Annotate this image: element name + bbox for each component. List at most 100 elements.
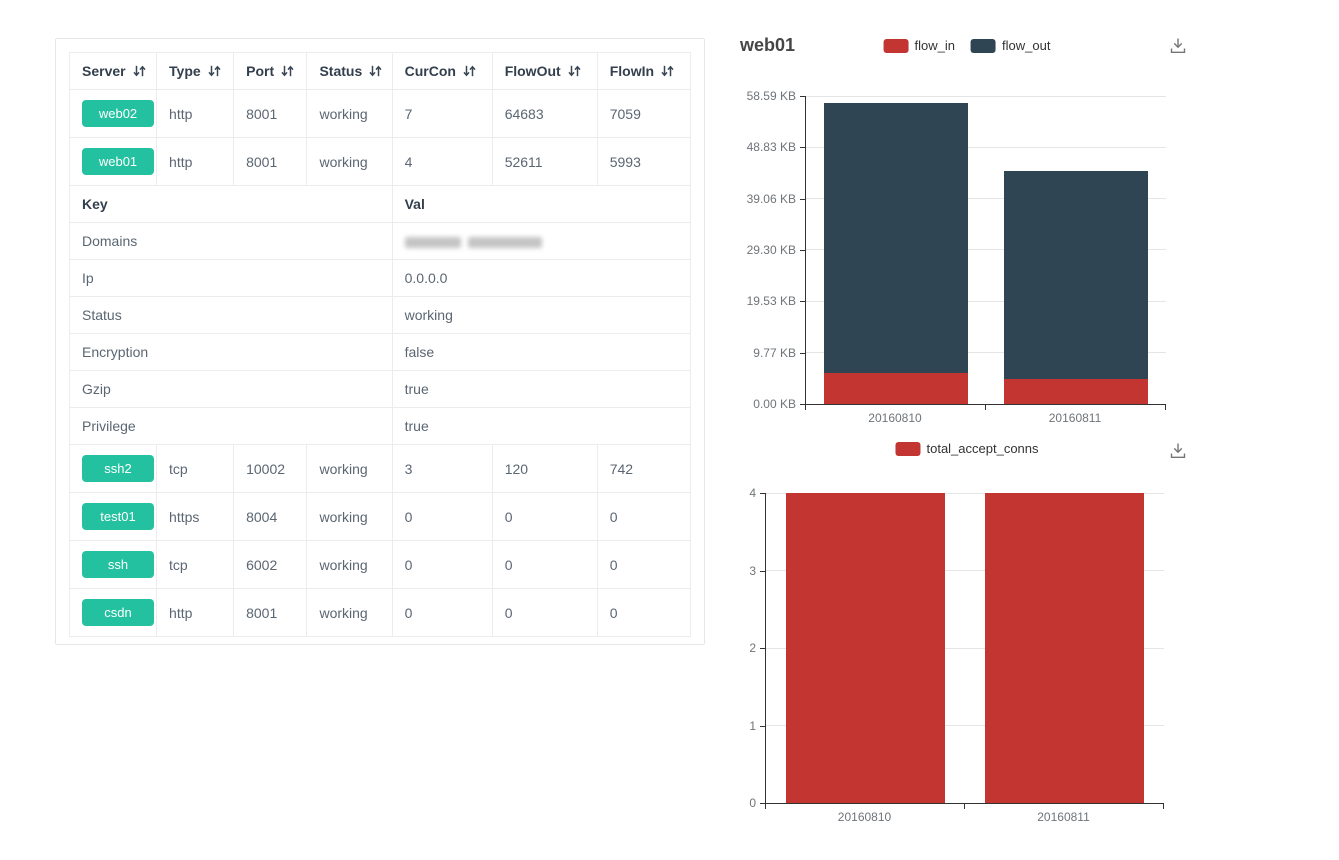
type-cell: http — [156, 137, 235, 186]
legend-swatch-flow_in — [883, 38, 909, 53]
kv-val-cell: false — [391, 333, 692, 371]
flow-chart-plot — [805, 95, 1166, 405]
y-axis-tick — [760, 493, 765, 494]
kv-row-privilege: Privilege true — [69, 407, 692, 445]
flowin-cell: 742 — [596, 444, 692, 493]
y-axis-tick — [760, 648, 765, 649]
kv-row-encryption: Encryption false — [69, 333, 692, 371]
legend-swatch-flow_out — [971, 38, 997, 53]
legend-item-flow_out[interactable]: flow_out — [971, 38, 1050, 53]
server-cell: ssh — [68, 540, 158, 589]
curcon-cell: 0 — [391, 492, 493, 541]
column-header-port[interactable]: Port — [233, 52, 308, 90]
chart-title: web01 — [740, 35, 796, 55]
column-header-type[interactable]: Type — [156, 52, 235, 90]
y-tick-label: 58.59 KB — [746, 89, 796, 103]
conns-chart-panel: total_accept_conns 0 1 2 3 4 20160810 20160811 — [735, 435, 1199, 837]
kv-header-row: Key Val — [69, 185, 692, 223]
server-cell: web01 — [68, 137, 158, 186]
status-cell: working — [306, 540, 393, 589]
column-header-curcon[interactable]: CurCon — [391, 52, 493, 90]
server-table-card: Server Type Port Status CurCon FlowOut FlowIn … — [55, 38, 705, 645]
kv-key-cell: Privilege — [69, 407, 393, 445]
x-axis-tick — [1165, 405, 1166, 410]
x-axis-tick — [985, 405, 986, 410]
y-axis-tick — [800, 249, 805, 251]
gridline — [766, 647, 1164, 649]
y-axis-tick — [800, 147, 805, 149]
bar-flow_in-20160811[interactable] — [1004, 378, 1148, 404]
column-header-flowout[interactable]: FlowOut — [491, 52, 598, 90]
gridline — [806, 300, 1166, 302]
legend-swatch-total_accept_conns — [895, 441, 921, 456]
kv-val-cell: true — [391, 370, 692, 408]
y-tick-label: 48.83 KB — [746, 140, 796, 155]
server-badge-test01[interactable]: test01 — [82, 503, 154, 530]
kv-val-header: Val — [391, 185, 692, 223]
kv-val-cell: true — [391, 407, 692, 445]
flow-chart-legend: flow_in flow_out — [883, 38, 1050, 53]
y-tick-label: 19.53 KB — [746, 294, 796, 309]
server-row-web01: web01 http 8001 working 4 52611 5993 — [68, 137, 692, 186]
port-cell: 8001 — [233, 89, 308, 138]
y-tick-label: 0 — [749, 796, 756, 810]
save-image-button[interactable] — [1168, 36, 1188, 56]
bar-total_accept_conns-20160811[interactable] — [984, 493, 1145, 803]
bar-flow_out-20160810[interactable] — [824, 102, 968, 373]
curcon-cell: 3 — [391, 444, 493, 493]
x-axis-label: 20160810 — [868, 411, 922, 425]
sort-icon — [463, 65, 476, 77]
server-badge-ssh2[interactable]: ssh2 — [82, 455, 154, 482]
legend-item-flow_in[interactable]: flow_in — [883, 38, 956, 53]
server-row-ssh: ssh tcp 6002 working 0 0 0 — [68, 540, 692, 589]
kv-row-ip: Ip 0.0.0.0 — [69, 259, 692, 297]
sort-icon — [369, 65, 382, 77]
kv-row-domains: Domains — [69, 222, 692, 260]
status-cell: working — [306, 444, 393, 493]
server-badge-csdn[interactable]: csdn — [82, 599, 154, 626]
bar-total_accept_conns-20160810[interactable] — [785, 493, 946, 803]
save-image-button[interactable] — [1168, 441, 1188, 461]
flowout-cell: 0 — [491, 540, 598, 589]
server-badge-web02[interactable]: web02 — [82, 100, 154, 127]
bar-flow_in-20160810[interactable] — [824, 373, 968, 404]
legend-label: flow_in — [914, 38, 956, 53]
server-row-ssh2: ssh2 tcp 10002 working 3 120 742 — [68, 444, 692, 493]
y-tick-label: 0.00 KB — [753, 397, 796, 411]
server-row-test01: test01 https 8004 working 0 0 0 — [68, 492, 692, 541]
kv-row-status: Status working — [69, 296, 692, 334]
column-header-server[interactable]: Server — [68, 52, 158, 90]
flowout-cell: 64683 — [491, 89, 598, 138]
kv-key-cell: Ip — [69, 259, 393, 297]
y-axis-tick — [760, 725, 765, 727]
x-axis-tick — [805, 405, 806, 410]
column-header-status[interactable]: Status — [306, 52, 393, 90]
bar-flow_out-20160811[interactable] — [1004, 171, 1148, 379]
type-cell: tcp — [156, 540, 235, 589]
curcon-cell: 7 — [391, 89, 493, 138]
server-badge-ssh[interactable]: ssh — [82, 551, 154, 578]
flowout-cell: 0 — [491, 588, 598, 637]
masked-value — [404, 236, 461, 248]
gridline — [806, 352, 1166, 354]
column-header-flowin[interactable]: FlowIn — [596, 52, 692, 90]
kv-row-gzip: Gzip true — [69, 370, 692, 408]
kv-key-cell: Domains — [69, 222, 393, 260]
legend-label: total_accept_conns — [926, 441, 1039, 456]
server-badge-web01[interactable]: web01 — [82, 148, 154, 175]
y-tick-label: 4 — [749, 486, 756, 500]
legend-label: flow_out — [1002, 38, 1051, 53]
x-axis-label: 20160811 — [1048, 411, 1102, 425]
table-header-row: Server Type Port Status CurCon FlowOut FlowIn — [68, 52, 692, 90]
kv-val-cell: 0.0.0.0 — [391, 259, 692, 297]
flowout-cell: 0 — [491, 492, 598, 541]
status-cell: working — [306, 89, 393, 138]
legend-item-total_accept_conns[interactable]: total_accept_conns — [895, 441, 1039, 456]
status-cell: working — [306, 137, 393, 186]
kv-val-cell: working — [391, 296, 692, 334]
column-label: FlowOut — [504, 63, 561, 79]
gridline — [766, 492, 1164, 494]
y-tick-label: 9.77 KB — [753, 345, 796, 360]
conns-chart-legend: total_accept_conns — [895, 441, 1039, 456]
